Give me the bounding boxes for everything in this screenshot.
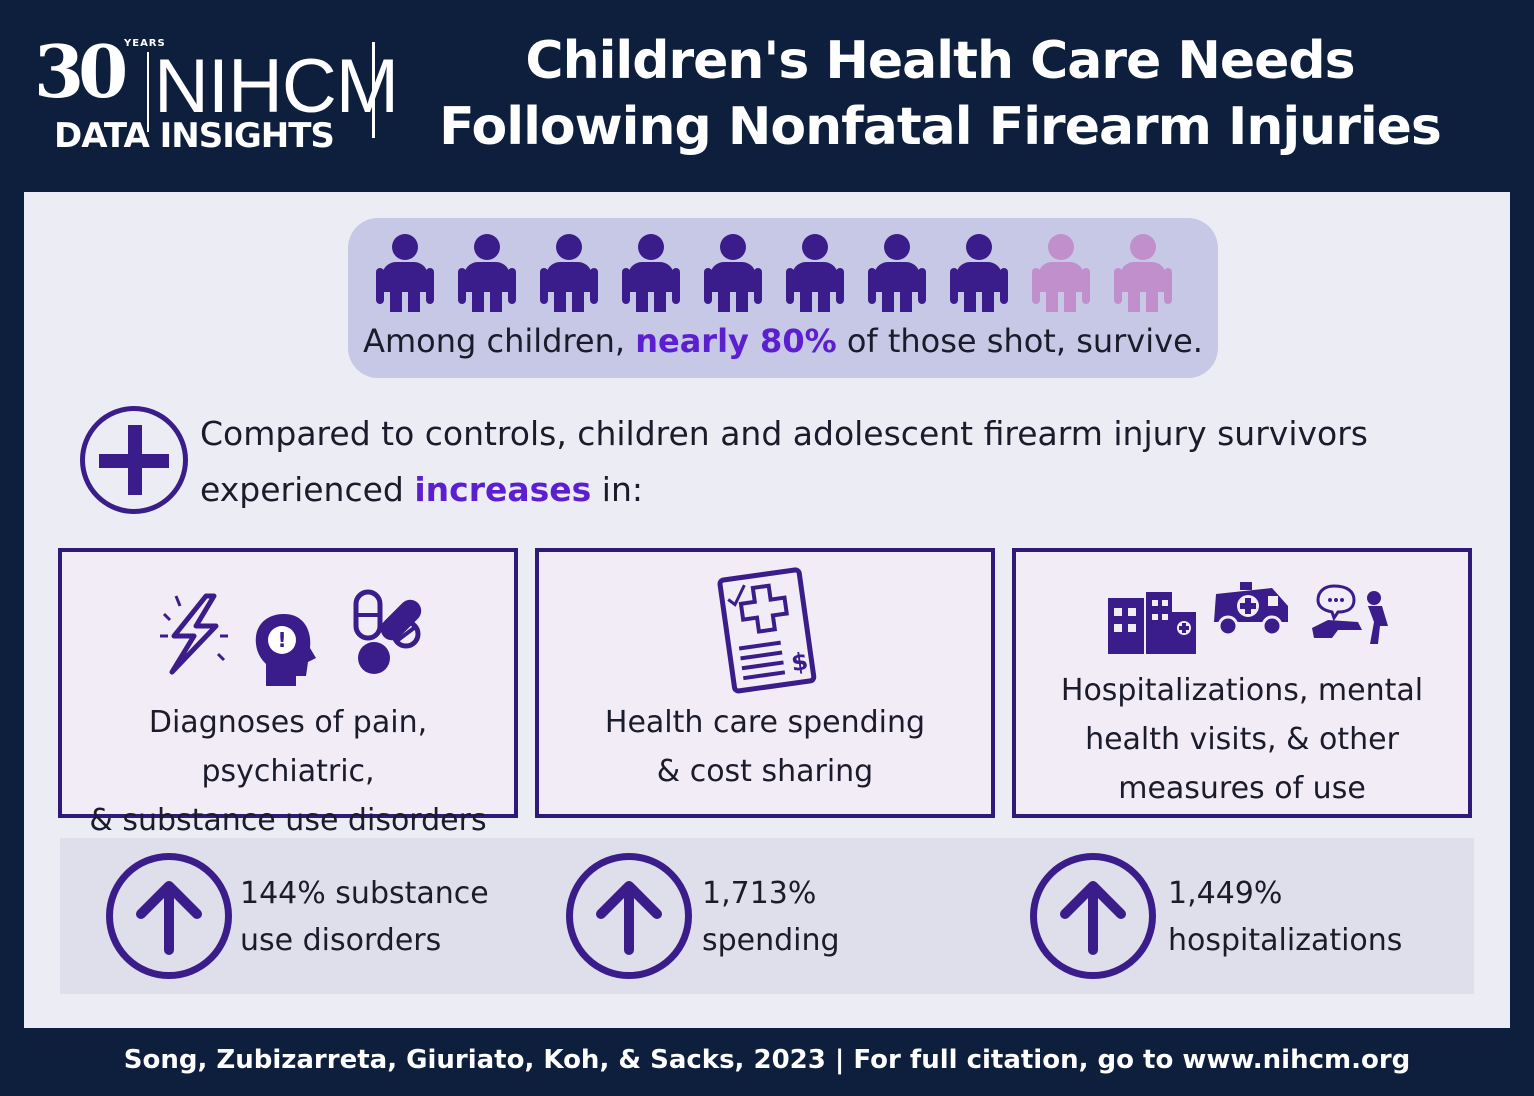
person-survived-icon — [786, 234, 844, 312]
arrow-up-icon — [1030, 853, 1156, 979]
survival-box: Among children, nearly 80% of those shot… — [348, 218, 1218, 378]
medical-bill-icon: $ — [717, 567, 817, 694]
arrow-up-icon — [566, 853, 692, 979]
card-hospitalizations: Hospitalizations, mental health visits, … — [1012, 548, 1472, 818]
logo-subtitle: DATA INSIGHTS — [54, 116, 335, 156]
stats-strip: 144% substance use disorders 1,713% spen… — [60, 838, 1474, 994]
survival-text: Among children, nearly 80% of those shot… — [348, 322, 1218, 360]
title-line-2: Following Nonfatal Firearm Injuries — [439, 97, 1442, 157]
stat-spending-line-1: 1,713% — [702, 876, 817, 911]
person-icon-row — [376, 234, 1176, 314]
stat-spending-line-2: spending — [702, 923, 840, 958]
card-spending-line-1: Health care spending — [604, 705, 926, 740]
compared-text-before: Compared to controls, children and adole… — [200, 414, 1368, 509]
card-spending-text: Health care spending & cost sharing — [539, 698, 991, 796]
card-hospitalizations-line-2: health visits, & other — [1085, 722, 1399, 757]
content-panel: Among children, nearly 80% of those shot… — [24, 192, 1510, 1028]
lightning-icon — [160, 593, 228, 675]
svg-text:$: $ — [789, 647, 809, 677]
page-title: Children's Health Care Needs Following N… — [430, 28, 1450, 160]
card-diagnoses-line-2: & substance use disorders — [89, 803, 487, 838]
svg-text:!: ! — [277, 628, 286, 652]
header: 30 YEARS ★ NIHCM DATA INSIGHTS Children'… — [0, 0, 1534, 192]
stat-hospitalizations: 1,449% hospitalizations — [1168, 870, 1402, 964]
person-survived-icon — [950, 234, 1008, 312]
card-spending: $ Health care spending & cost sharing — [535, 548, 995, 818]
stat-substance-line-1: 144% substance — [240, 876, 489, 911]
card-diagnoses: ! Diagnoses of pain, psychiatric, & subs… — [58, 548, 518, 838]
compared-highlight: increases — [414, 470, 592, 509]
person-not-survived-icon — [1032, 234, 1090, 312]
survival-text-after: of those shot, survive. — [836, 322, 1203, 360]
logo-divider — [147, 52, 149, 132]
logo-years: YEARS — [124, 38, 166, 49]
card-diagnoses-line-1: Diagnoses of pain, psychiatric, — [148, 705, 428, 789]
pills-icon — [353, 589, 422, 674]
plus-circle-icon — [80, 406, 188, 514]
compared-text: Compared to controls, children and adole… — [200, 406, 1460, 518]
nihcm-logo[interactable]: 30 YEARS ★ NIHCM DATA INSIGHTS — [32, 29, 399, 162]
person-survived-icon — [458, 234, 516, 312]
person-not-survived-icon — [1114, 234, 1172, 312]
title-line-1: Children's Health Care Needs — [525, 31, 1355, 91]
stat-substance: 144% substance use disorders — [240, 870, 489, 964]
card-spending-line-2: & cost sharing — [656, 754, 874, 789]
therapy-session-icon — [1312, 584, 1388, 644]
arrow-up-icon — [106, 853, 232, 979]
person-survived-icon — [622, 234, 680, 312]
person-survived-icon — [704, 234, 762, 312]
card-hospitalizations-text: Hospitalizations, mental health visits, … — [1016, 666, 1468, 813]
person-survived-icon — [376, 234, 434, 312]
compared-text-after: in: — [591, 470, 644, 509]
person-survived-icon — [540, 234, 598, 312]
logo-org: NIHCM — [154, 44, 399, 129]
card-hospitalizations-line-3: measures of use — [1118, 771, 1366, 806]
survival-text-before: Among children, — [363, 322, 636, 360]
hospital-icon — [1108, 592, 1196, 654]
survival-highlight: nearly 80% — [635, 322, 837, 360]
stat-hospitalizations-line-1: 1,449% — [1168, 876, 1283, 911]
head-alert-icon: ! — [255, 614, 316, 686]
logo-30: 30 — [34, 29, 128, 114]
person-survived-icon — [868, 234, 926, 312]
card-hospitalizations-line-1: Hospitalizations, mental — [1060, 673, 1424, 708]
footer-citation[interactable]: Song, Zubizarreta, Giuriato, Koh, & Sack… — [123, 1045, 1411, 1075]
stat-substance-line-2: use disorders — [240, 923, 442, 958]
card-diagnoses-text: Diagnoses of pain, psychiatric, & substa… — [62, 698, 514, 845]
stat-spending: 1,713% spending — [702, 870, 840, 964]
stat-hospitalizations-line-2: hospitalizations — [1168, 923, 1403, 958]
logo-divider-right — [372, 42, 375, 138]
ambulance-icon — [1214, 582, 1288, 637]
